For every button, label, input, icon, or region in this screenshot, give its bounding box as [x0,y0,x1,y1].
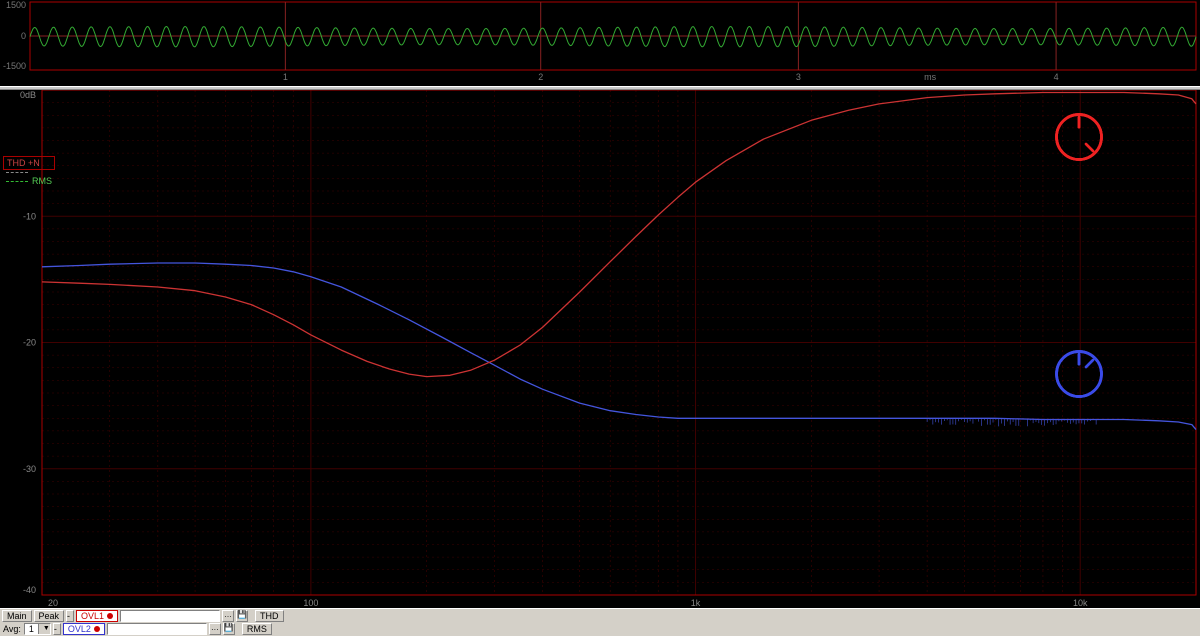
svg-text:-40: -40 [23,585,36,595]
svg-text:1k: 1k [691,598,701,608]
svg-text:-30: -30 [23,464,36,474]
ovl2-field[interactable] [107,623,207,635]
toolbar: Main Peak - OVL1 … 💾 THD Avg: 1 ▼ - OVL2… [0,608,1200,636]
ovl1-button[interactable]: OVL1 [76,610,118,622]
ovl2-button[interactable]: OVL2 [63,623,105,635]
ovl2-save-button[interactable]: 💾 [223,623,235,635]
legend-swatch-dash-icon [6,172,28,173]
peak-button[interactable]: Peak [34,610,65,622]
svg-text:ms: ms [924,72,936,82]
dash-button-2[interactable]: - [53,623,61,635]
app-root: 1500 0 -1500 1 2 3 ms 4 0dB -10 -20 -30 -40 20 100 1k 1… [0,0,1200,636]
main-button[interactable]: Main [2,610,32,622]
avg-value: 1 [25,624,38,634]
frequency-response-panel[interactable]: 0dB -10 -20 -30 -40 20 100 1k 10k THD +N RMS [0,90,1200,608]
avg-label: Avg: [2,624,22,634]
legend-row-thdn: THD +N [3,156,55,170]
chevron-down-icon[interactable]: ▼ [38,624,50,634]
ovl2-open-button[interactable]: … [209,623,221,635]
svg-text:-10: -10 [23,211,36,221]
knob[interactable] [1116,110,1170,164]
ovl1-field[interactable] [120,610,220,622]
knob[interactable] [1116,347,1170,401]
legend-row-rms: RMS [3,175,55,187]
dash-button[interactable]: - [66,610,74,622]
svg-text:4: 4 [1054,72,1059,82]
svg-text:10k: 10k [1073,598,1088,608]
svg-text:3: 3 [796,72,801,82]
ovl1-open-button[interactable]: … [222,610,234,622]
oscilloscope-plot: 1500 0 -1500 1 2 3 ms 4 [0,0,1200,86]
svg-text:0dB: 0dB [20,90,36,100]
red-knob-row [988,110,1170,164]
legend-swatch-green-icon [6,181,28,182]
ovl1-save-button[interactable]: 💾 [236,610,248,622]
legend-row-blank [3,172,55,173]
toolbar-row-2: Avg: 1 ▼ - OVL2 … 💾 RMS [0,623,1200,636]
svg-text:-1500: -1500 [3,61,26,71]
rms-button[interactable]: RMS [242,623,272,635]
toolbar-row-1: Main Peak - OVL1 … 💾 THD [0,609,1200,623]
avg-combo[interactable]: 1 ▼ [24,623,51,635]
svg-text:0: 0 [21,31,26,41]
svg-text:20: 20 [48,598,58,608]
legend-label: THD +N [7,157,40,169]
svg-text:1500: 1500 [6,0,26,10]
legend: THD +N RMS [3,156,55,187]
legend-label: RMS [32,175,52,187]
svg-text:-20: -20 [23,338,36,348]
blue-knob-row [988,347,1170,401]
svg-text:2: 2 [538,72,543,82]
thd-button[interactable]: THD [255,610,284,622]
svg-text:100: 100 [303,598,318,608]
oscilloscope-panel[interactable]: 1500 0 -1500 1 2 3 ms 4 [0,0,1200,86]
svg-text:1: 1 [283,72,288,82]
